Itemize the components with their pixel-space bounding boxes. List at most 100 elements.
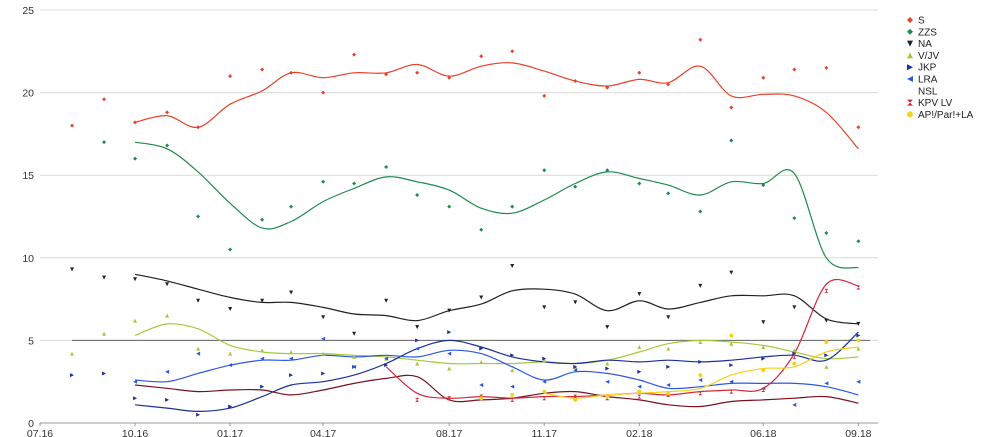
point-lra: [479, 383, 484, 388]
point-s: [165, 110, 170, 115]
legend-marker-na: [907, 40, 913, 47]
point-zzs: [605, 168, 610, 173]
point-zzs: [856, 239, 861, 244]
point-na: [479, 295, 484, 300]
y-tick-label: 15: [22, 170, 34, 182]
point-s: [605, 85, 610, 90]
point-s: [479, 54, 484, 59]
point-v-jv: [856, 346, 861, 351]
point-s: [70, 123, 75, 128]
x-tick-label: 09.18: [845, 428, 871, 437]
point-s: [729, 105, 734, 110]
point-nsl: [479, 399, 484, 404]
point-ap-par-la: [479, 396, 484, 401]
point-lra: [666, 383, 671, 388]
point-s: [102, 97, 107, 102]
legend-label-na: NA: [918, 39, 932, 50]
point-s: [856, 125, 861, 130]
point-jkp: [70, 373, 75, 378]
point-s: [228, 74, 233, 79]
point-zzs: [573, 184, 578, 189]
point-ap-par-la: [824, 340, 829, 345]
point-s: [637, 70, 642, 75]
point-ap-par-la: [856, 338, 861, 343]
point-jkp: [289, 373, 294, 378]
point-na: [605, 325, 610, 330]
point-v-jv: [792, 348, 797, 353]
point-v-jv: [289, 349, 294, 354]
point-na: [542, 305, 547, 310]
point-na: [196, 298, 201, 303]
point-nsl: [447, 404, 452, 409]
point-v-jv: [260, 348, 265, 353]
point-lra: [228, 363, 233, 368]
legend-label-zzs: ZZS: [918, 27, 937, 38]
point-ap-par-la: [542, 389, 547, 394]
point-zzs: [637, 181, 642, 186]
legend-label-nsl: NSL: [918, 86, 938, 97]
legend-label-jkp: JKP: [918, 63, 937, 74]
point-na: [228, 307, 233, 312]
point-zzs: [352, 181, 357, 186]
point-jkp: [479, 346, 484, 351]
point-v-jv: [352, 354, 357, 359]
point-zzs: [666, 191, 671, 196]
point-jkp: [761, 356, 766, 361]
point-v-jv: [196, 346, 201, 351]
point-kpv-lv: [447, 396, 452, 401]
point-jkp: [637, 369, 642, 374]
point-nsl: [165, 391, 170, 396]
legend-marker-v-jv: [907, 52, 913, 59]
point-nsl: [761, 397, 766, 402]
x-tick-label: 06.18: [750, 428, 776, 437]
trend-line-jkp: [135, 331, 859, 413]
point-zzs: [321, 179, 326, 184]
point-lra: [196, 351, 201, 356]
point-s: [698, 37, 703, 42]
y-tick-label: 20: [22, 88, 34, 100]
point-zzs: [729, 138, 734, 143]
trend-line-s: [134, 62, 859, 150]
point-v-jv: [321, 351, 326, 356]
point-zzs: [761, 183, 766, 188]
point-lra: [447, 351, 452, 356]
point-s: [573, 79, 578, 84]
trend-line-kpv-lv: [385, 279, 859, 399]
point-lra: [698, 378, 703, 383]
point-v-jv: [605, 361, 610, 366]
point-jkp: [260, 384, 265, 389]
point-jkp: [856, 333, 861, 338]
point-na: [666, 315, 671, 320]
point-kpv-lv: [824, 288, 829, 293]
point-na: [510, 264, 515, 269]
point-na: [415, 325, 420, 330]
point-v-jv: [637, 345, 642, 350]
point-v-jv: [729, 341, 734, 346]
point-s: [289, 70, 294, 75]
trend-line-zzs: [134, 141, 859, 269]
y-tick-label: 25: [22, 5, 34, 17]
point-na: [289, 290, 294, 295]
point-kpv-lv: [761, 387, 766, 392]
point-jkp: [384, 363, 389, 368]
point-na: [447, 308, 452, 313]
point-zzs: [510, 204, 515, 209]
trend-line-lra: [135, 349, 859, 396]
legend-marker-lra: [907, 76, 913, 82]
point-kpv-lv: [573, 394, 578, 399]
point-na: [637, 292, 642, 297]
legend-marker-kpv-lv: [907, 99, 913, 106]
point-na: [573, 300, 578, 305]
point-s: [133, 120, 138, 125]
point-nsl: [573, 394, 578, 399]
poll-points: [70, 37, 861, 417]
point-na: [761, 320, 766, 325]
point-na: [321, 315, 326, 320]
point-v-jv: [510, 368, 515, 373]
point-kpv-lv: [542, 396, 547, 401]
point-jkp: [542, 356, 547, 361]
point-v-jv: [415, 361, 420, 366]
point-ap-par-la: [510, 392, 515, 397]
trend-line-nsl: [135, 374, 859, 408]
point-na: [384, 298, 389, 303]
